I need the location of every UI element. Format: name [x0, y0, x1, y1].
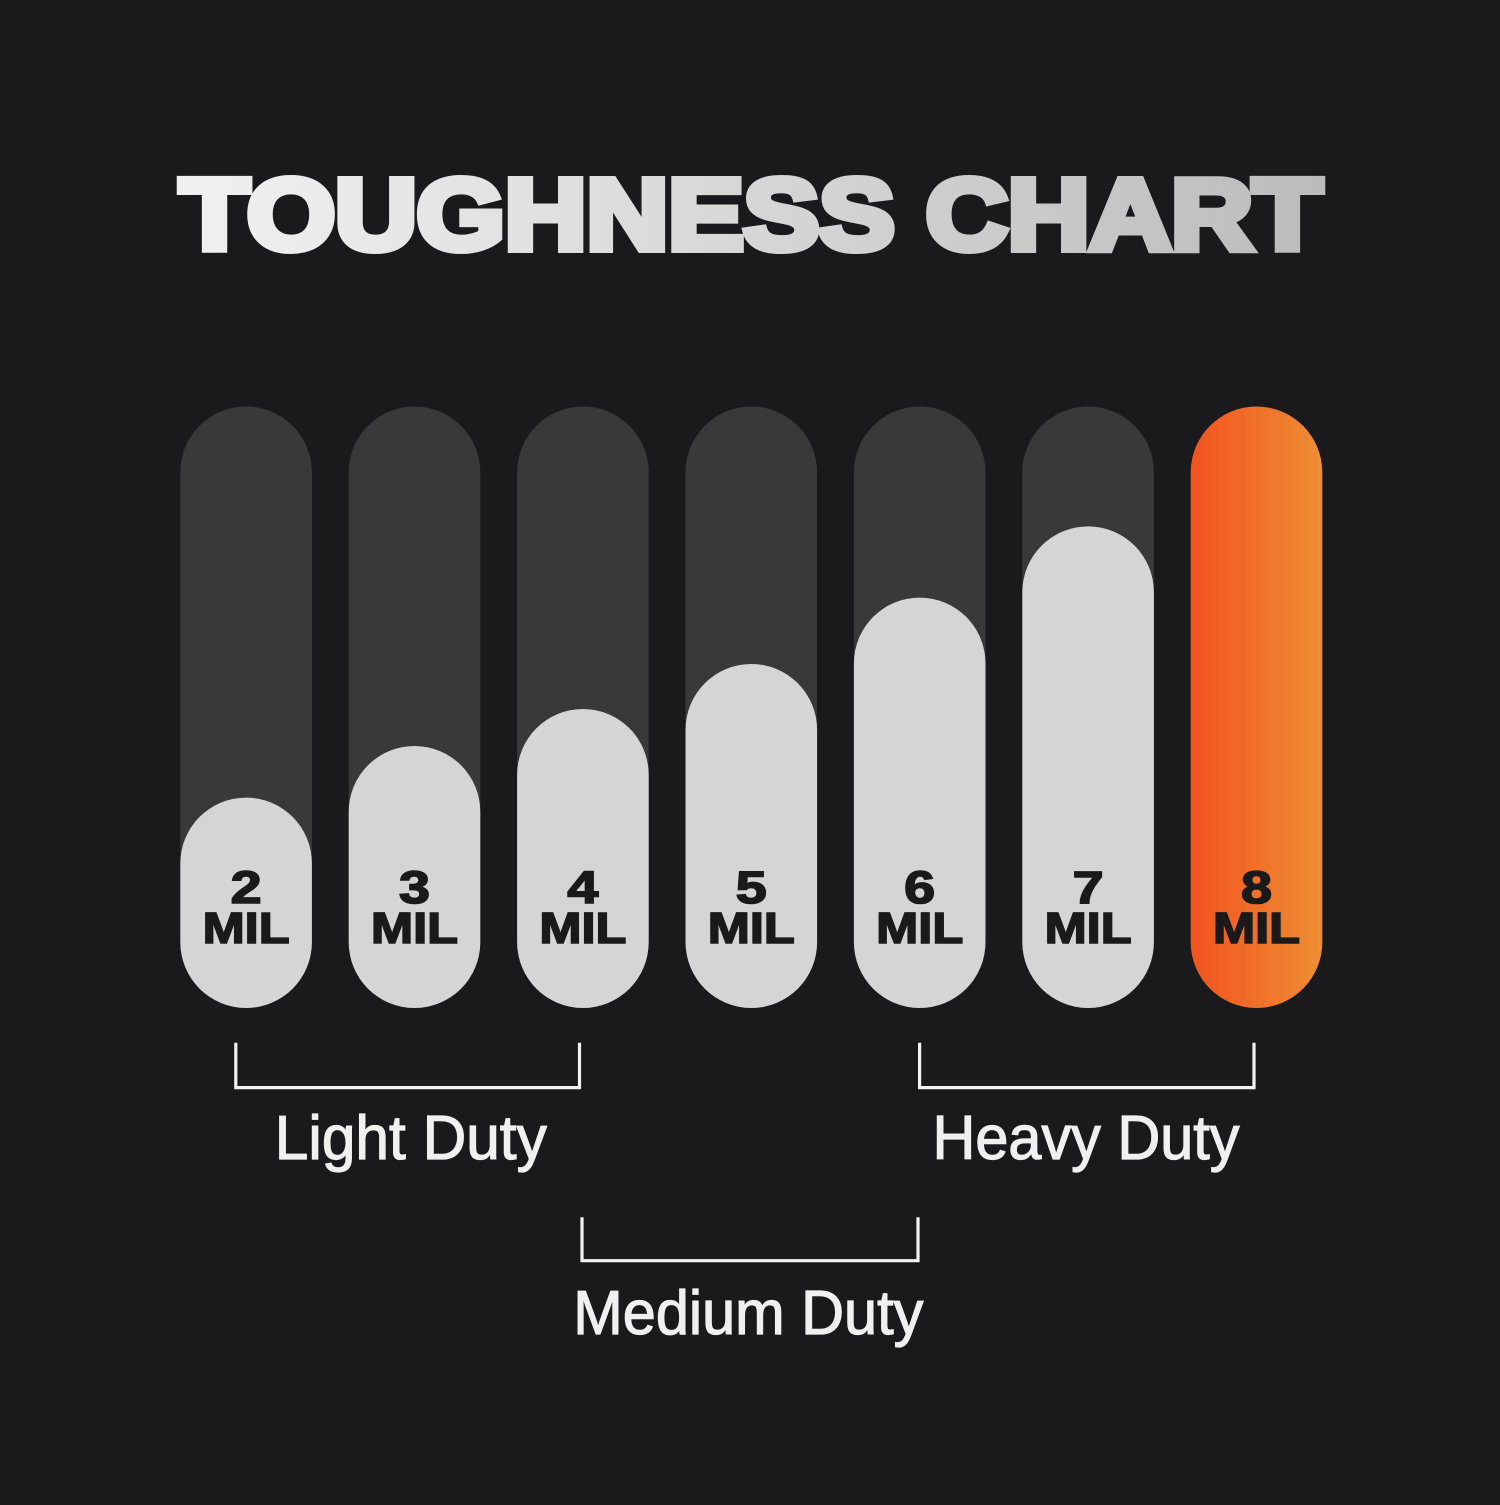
svg-text:7: 7 [1073, 862, 1104, 913]
svg-text:8: 8 [1241, 862, 1272, 913]
svg-text:Light Duty: Light Duty [275, 1104, 547, 1173]
svg-text:6: 6 [904, 862, 935, 913]
svg-text:2: 2 [231, 862, 262, 913]
svg-text:3: 3 [399, 862, 430, 913]
svg-text:MIL: MIL [876, 905, 963, 953]
svg-text:4: 4 [567, 862, 598, 913]
svg-text:Medium Duty: Medium Duty [573, 1279, 923, 1348]
svg-text:TOUGHNESS CHART: TOUGHNESS CHART [180, 159, 1322, 271]
svg-text:5: 5 [736, 862, 767, 913]
svg-text:MIL: MIL [371, 905, 458, 953]
svg-text:Heavy Duty: Heavy Duty [933, 1104, 1240, 1173]
svg-text:MIL: MIL [539, 905, 626, 953]
svg-text:MIL: MIL [1213, 905, 1300, 953]
svg-text:MIL: MIL [1045, 905, 1132, 953]
svg-text:MIL: MIL [708, 905, 795, 953]
svg-text:MIL: MIL [203, 905, 290, 953]
